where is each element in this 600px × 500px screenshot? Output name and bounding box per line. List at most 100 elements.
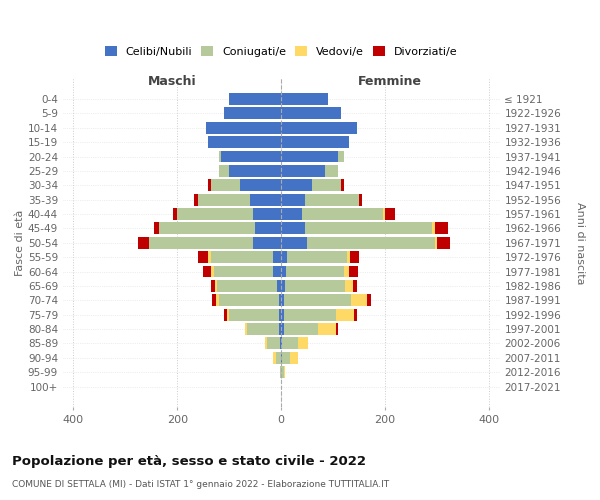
Bar xyxy=(198,251,208,263)
Bar xyxy=(298,338,308,349)
Bar xyxy=(281,280,286,292)
Bar xyxy=(305,222,432,234)
Bar xyxy=(317,323,336,335)
Y-axis label: Anni di nascita: Anni di nascita xyxy=(575,202,585,284)
Bar xyxy=(281,308,284,320)
Bar xyxy=(434,237,437,248)
Bar xyxy=(274,266,281,278)
Bar xyxy=(212,294,216,306)
Bar xyxy=(177,208,253,220)
Bar xyxy=(215,280,217,292)
Bar xyxy=(284,323,317,335)
Bar xyxy=(281,323,284,335)
Bar xyxy=(354,308,356,320)
Bar xyxy=(350,251,359,263)
Bar xyxy=(247,323,278,335)
Bar xyxy=(281,366,284,378)
Bar xyxy=(198,194,250,205)
Bar xyxy=(278,294,281,306)
Bar xyxy=(336,323,338,335)
Bar xyxy=(138,237,149,248)
Bar xyxy=(173,208,177,220)
Bar xyxy=(287,251,347,263)
Bar xyxy=(219,150,221,162)
Bar xyxy=(286,280,345,292)
Bar xyxy=(229,165,281,177)
Bar xyxy=(281,237,307,248)
Bar xyxy=(194,194,198,205)
Bar xyxy=(154,222,159,234)
Bar xyxy=(203,266,211,278)
Bar xyxy=(325,165,338,177)
Bar xyxy=(253,237,281,248)
Bar xyxy=(281,266,286,278)
Bar xyxy=(281,352,282,364)
Bar xyxy=(349,266,358,278)
Bar xyxy=(305,194,359,205)
Bar xyxy=(211,251,274,263)
Bar xyxy=(211,266,214,278)
Text: COMUNE DI SETTALA (MI) - Dati ISTAT 1° gennaio 2022 - Elaborazione TUTTITALIA.IT: COMUNE DI SETTALA (MI) - Dati ISTAT 1° g… xyxy=(12,480,389,489)
Bar xyxy=(208,136,281,148)
Bar xyxy=(281,165,325,177)
Bar xyxy=(281,251,287,263)
Bar xyxy=(336,308,354,320)
Bar xyxy=(281,222,305,234)
Bar xyxy=(224,308,227,320)
Text: Femmine: Femmine xyxy=(358,74,422,88)
Bar xyxy=(352,294,367,306)
Bar xyxy=(280,366,281,378)
Bar xyxy=(281,194,305,205)
Bar xyxy=(211,280,215,292)
Bar xyxy=(229,93,281,105)
Bar xyxy=(281,136,349,148)
Bar xyxy=(290,352,298,364)
Bar xyxy=(437,237,450,248)
Bar xyxy=(239,180,281,191)
Bar xyxy=(359,194,362,205)
Bar xyxy=(367,294,371,306)
Bar xyxy=(159,222,255,234)
Bar xyxy=(281,208,302,220)
Bar xyxy=(385,208,395,220)
Bar xyxy=(214,266,274,278)
Bar xyxy=(434,222,448,234)
Bar xyxy=(221,150,281,162)
Bar xyxy=(281,93,328,105)
Bar xyxy=(250,194,281,205)
Bar xyxy=(227,308,229,320)
Bar xyxy=(245,323,247,335)
Bar xyxy=(284,294,352,306)
Text: Popolazione per età, sesso e stato civile - 2022: Popolazione per età, sesso e stato civil… xyxy=(12,455,366,468)
Bar xyxy=(224,108,281,120)
Bar xyxy=(307,237,434,248)
Bar xyxy=(341,180,344,191)
Bar xyxy=(253,208,281,220)
Bar xyxy=(302,208,383,220)
Bar xyxy=(347,251,350,263)
Bar xyxy=(284,308,336,320)
Text: Maschi: Maschi xyxy=(148,74,196,88)
Bar xyxy=(278,308,281,320)
Bar xyxy=(277,280,281,292)
Bar xyxy=(276,352,281,364)
Bar xyxy=(217,280,277,292)
Bar xyxy=(208,251,211,263)
Bar xyxy=(345,280,353,292)
Bar xyxy=(281,122,356,134)
Bar xyxy=(344,266,349,278)
Bar xyxy=(284,366,286,378)
Bar xyxy=(281,294,284,306)
Bar xyxy=(278,323,281,335)
Bar xyxy=(274,251,281,263)
Bar xyxy=(211,180,239,191)
Bar xyxy=(274,352,276,364)
Bar xyxy=(219,294,278,306)
Bar xyxy=(353,280,357,292)
Bar xyxy=(255,222,281,234)
Bar xyxy=(383,208,385,220)
Bar xyxy=(281,150,338,162)
Bar xyxy=(267,338,280,349)
Bar xyxy=(313,180,341,191)
Legend: Celibi/Nubili, Coniugati/e, Vedovi/e, Divorziati/e: Celibi/Nubili, Coniugati/e, Vedovi/e, Di… xyxy=(103,44,460,59)
